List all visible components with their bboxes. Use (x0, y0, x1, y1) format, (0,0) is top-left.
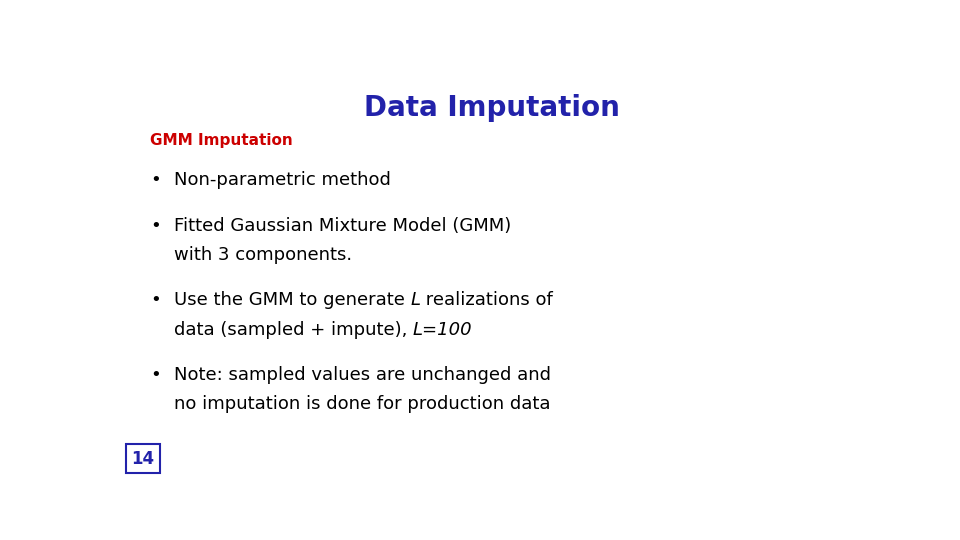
Text: L: L (410, 292, 420, 309)
Text: L=100: L=100 (413, 321, 472, 339)
Text: with 3 components.: with 3 components. (174, 246, 351, 264)
Text: no imputation is done for production data: no imputation is done for production dat… (174, 395, 550, 413)
Text: Fitted Gaussian Mixture Model (GMM): Fitted Gaussian Mixture Model (GMM) (174, 217, 511, 234)
Text: •: • (150, 292, 160, 309)
Text: •: • (150, 366, 160, 384)
Text: data (sampled + impute),: data (sampled + impute), (174, 321, 413, 339)
Text: •: • (150, 171, 160, 189)
Text: Data Imputation: Data Imputation (364, 94, 620, 122)
Text: realizations of: realizations of (420, 292, 553, 309)
Text: Note: sampled values are unchanged and: Note: sampled values are unchanged and (174, 366, 551, 384)
Text: Non-parametric method: Non-parametric method (174, 171, 391, 189)
Text: GMM Imputation: GMM Imputation (150, 133, 293, 148)
Text: Use the GMM to generate: Use the GMM to generate (174, 292, 410, 309)
Text: 14: 14 (132, 450, 155, 468)
Text: •: • (150, 217, 160, 234)
